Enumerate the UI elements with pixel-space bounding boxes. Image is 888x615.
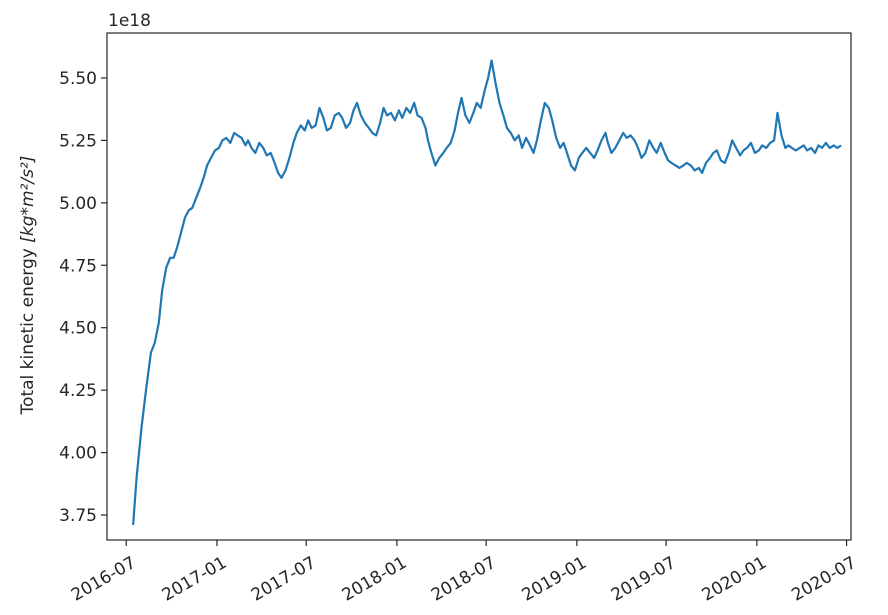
y-tick-label: 5.00 [59,194,97,214]
y-tick-label: 3.75 [59,506,97,526]
y-tick-label: 4.50 [59,319,97,339]
plot-frame [106,32,852,541]
x-tick-label: 2019-01 [519,553,591,606]
y-tick-label: 5.50 [59,69,97,89]
x-tick-label: 2018-01 [339,553,411,606]
y-tick-label: 5.25 [59,131,97,151]
y-offset-label: 1e18 [108,11,151,31]
y-tick-label: 4.25 [59,381,97,401]
x-tick-label: 2019-07 [608,553,680,606]
x-tick-label: 2018-07 [428,553,500,606]
y-tick-label: 4.00 [59,444,97,464]
series-line [132,59,842,526]
x-ticks: 2016-07 2017-01 2017-07 2018-01 2018-07 2019-… [68,540,860,606]
x-tick-label: 2017-01 [159,553,231,606]
y-ticks: 3.75 4.00 4.25 4.50 4.75 5.00 5.25 5.50 [59,69,107,526]
y-axis-label-unit: [kg*m²/s²] [18,156,38,243]
series-lines [132,59,842,526]
y-tick-label: 4.75 [59,256,97,276]
x-tick-label: 2017-07 [248,553,320,606]
y-axis-label-text: Total kinetic energy [18,243,38,416]
x-tick-label: 2020-01 [699,553,771,606]
y-axis-label: Total kinetic energy [kg*m²/s²] [18,156,38,416]
x-tick-label: 2016-07 [68,553,140,606]
x-tick-label: 2020-07 [788,553,860,606]
